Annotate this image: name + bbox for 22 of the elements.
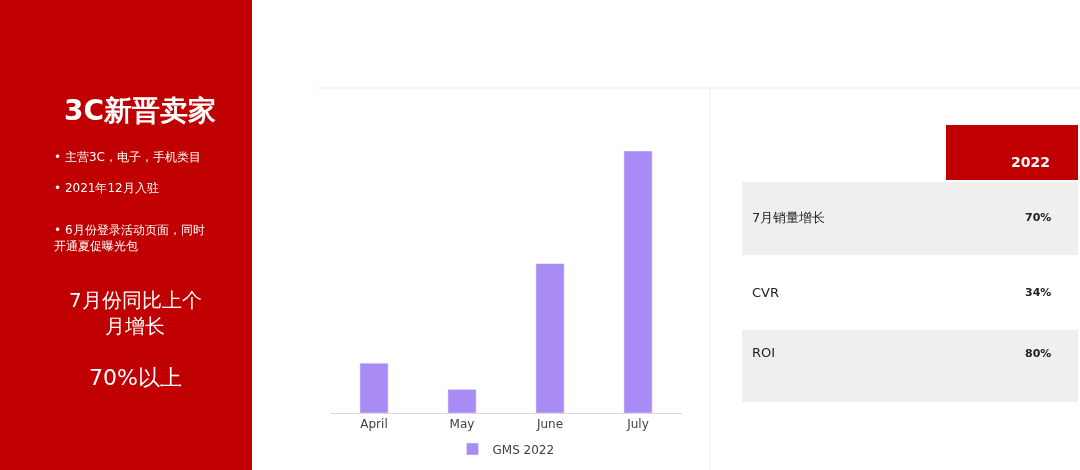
bar: [623, 151, 653, 413]
text: 7月份同比上个月增长: [69, 288, 202, 338]
text: 70%: [1025, 211, 1052, 224]
text: • 2021年12月入驻: [54, 181, 159, 195]
text: 2022: [1011, 154, 1050, 170]
text: 80%: [1025, 347, 1052, 360]
text: • 主营3C，电子，手机类目: [54, 150, 201, 164]
bar: [447, 389, 477, 413]
text: 34%: [1025, 286, 1052, 299]
x-tick-label: May: [449, 417, 475, 432]
text: 70%以上: [89, 365, 182, 390]
legend-label: GMS 2022: [492, 442, 555, 457]
x-tick-label: April: [360, 417, 388, 432]
text: 3C新晋卖家: [64, 94, 217, 127]
text: ROI: [752, 345, 776, 360]
x-tick-label: July: [626, 417, 649, 432]
text: • 6月份登录活动页面，同时开通夏促曝光包: [54, 223, 205, 253]
text: CVR: [752, 285, 780, 300]
x-tick-label: June: [535, 417, 564, 432]
text: 7月销量增长: [752, 210, 826, 225]
bar: [535, 263, 565, 413]
bar: [359, 362, 389, 413]
